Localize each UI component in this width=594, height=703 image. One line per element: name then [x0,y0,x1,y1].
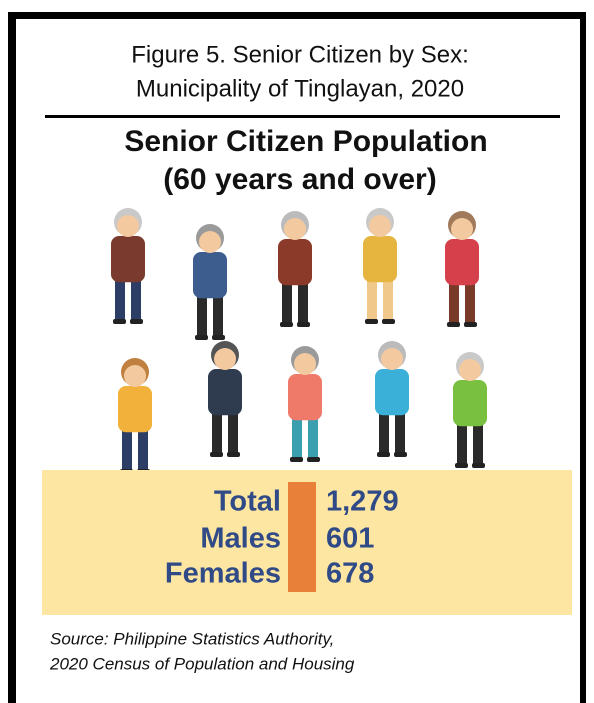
body [193,252,227,298]
body [445,239,479,285]
stat-value: 1,279 [326,486,399,518]
stat-label: Total [214,486,281,518]
shoe [307,457,320,462]
shoe [382,319,395,324]
shoe [377,452,390,457]
shoe [472,463,485,468]
source: 2020 Census of Population and Housing [49,654,355,673]
head [369,215,391,237]
body [111,236,145,282]
infographic: Figure 5. Senior Citizen by Sex: Municip… [0,0,594,703]
stat-label: Males [200,523,281,555]
right-border [580,12,586,703]
heading: (60 years and over) [163,163,436,196]
head [294,353,316,375]
body [118,386,152,432]
stats-bar [288,482,316,592]
figure-title: Figure 5. Senior Citizen by Sex: [131,41,469,68]
stat-value: 678 [326,558,374,590]
shoe [394,452,407,457]
figure-title: Municipality of Tinglayan, 2020 [136,75,464,102]
shoe [227,452,240,457]
head [451,218,473,240]
shoe [455,463,468,468]
heading: Senior Citizen Population [124,125,487,158]
shoe [113,319,126,324]
left-border [8,12,16,703]
shoe [447,322,460,327]
head [381,348,403,370]
head [284,218,306,240]
shoe [297,322,310,327]
head [117,215,139,237]
top-border [8,12,586,19]
shoe [130,319,143,324]
stat-label: Females [165,558,281,590]
body [375,369,409,415]
body [288,374,322,420]
body [453,380,487,426]
divider [45,115,560,118]
shoe [280,322,293,327]
body [363,236,397,282]
shoe [195,335,208,340]
head [124,365,146,387]
shoe [290,457,303,462]
head [214,348,236,370]
shoe [212,335,225,340]
head [459,359,481,381]
body [278,239,312,285]
shoe [464,322,477,327]
head [199,231,221,253]
shoe [365,319,378,324]
stat-value: 601 [326,523,374,555]
source: Source: Philippine Statistics Authority, [50,629,334,648]
shoe [210,452,223,457]
body [208,369,242,415]
